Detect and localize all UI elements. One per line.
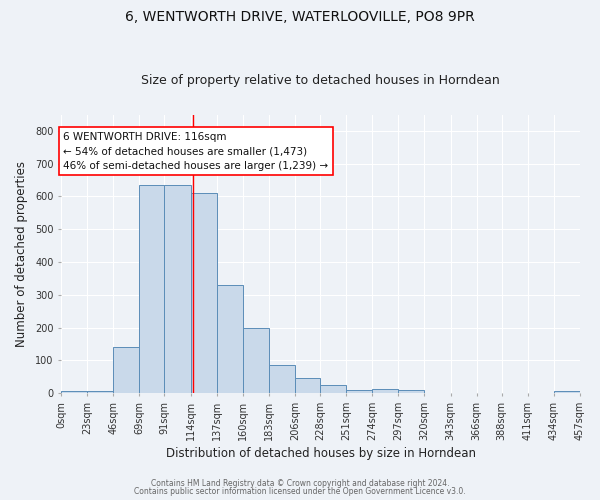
Y-axis label: Number of detached properties: Number of detached properties bbox=[15, 161, 28, 347]
Text: Contains HM Land Registry data © Crown copyright and database right 2024.: Contains HM Land Registry data © Crown c… bbox=[151, 478, 449, 488]
Bar bbox=[243, 328, 269, 393]
Bar bbox=[346, 390, 372, 393]
Title: Size of property relative to detached houses in Horndean: Size of property relative to detached ho… bbox=[141, 74, 500, 87]
X-axis label: Distribution of detached houses by size in Horndean: Distribution of detached houses by size … bbox=[166, 447, 476, 460]
Bar bbox=[398, 390, 424, 393]
Bar bbox=[372, 389, 398, 393]
Bar bbox=[191, 193, 217, 393]
Bar bbox=[113, 347, 139, 393]
Bar bbox=[139, 185, 164, 393]
Bar bbox=[87, 392, 113, 393]
Bar bbox=[320, 385, 346, 393]
Text: 6, WENTWORTH DRIVE, WATERLOOVILLE, PO8 9PR: 6, WENTWORTH DRIVE, WATERLOOVILLE, PO8 9… bbox=[125, 10, 475, 24]
Bar bbox=[269, 365, 295, 393]
Bar bbox=[554, 392, 580, 393]
Bar bbox=[164, 185, 191, 393]
Bar bbox=[61, 392, 87, 393]
Text: 6 WENTWORTH DRIVE: 116sqm
← 54% of detached houses are smaller (1,473)
46% of se: 6 WENTWORTH DRIVE: 116sqm ← 54% of detac… bbox=[64, 132, 328, 171]
Text: Contains public sector information licensed under the Open Government Licence v3: Contains public sector information licen… bbox=[134, 487, 466, 496]
Bar bbox=[295, 378, 320, 393]
Bar bbox=[217, 285, 243, 393]
